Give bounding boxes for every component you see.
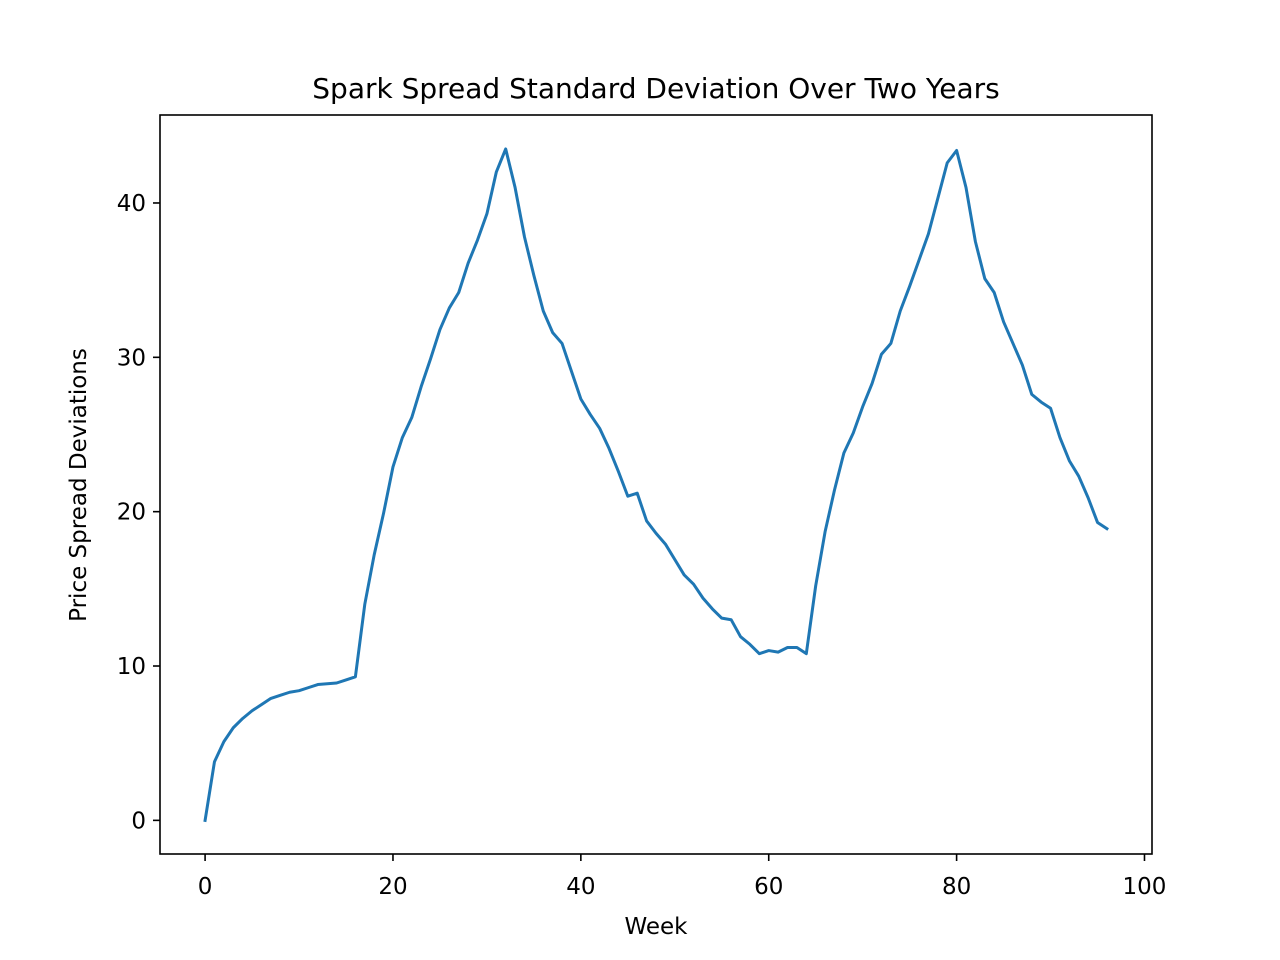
x-tick-label: 40 (566, 874, 595, 900)
y-tick-label: 30 (117, 345, 146, 371)
x-tick-label: 100 (1123, 874, 1167, 900)
plot-area: 0 20 40 60 80 100 0 10 20 30 40 (117, 114, 1167, 900)
x-tick-label: 0 (198, 874, 213, 900)
x-tick-label: 80 (942, 874, 971, 900)
x-axis: 0 20 40 60 80 100 (198, 854, 1167, 900)
x-axis-label: Week (624, 914, 688, 940)
series-line (203, 147, 1109, 823)
y-axis-label: Price Spread Deviations (66, 348, 92, 622)
y-tick-label: 10 (117, 654, 146, 680)
y-tick-label: 0 (131, 808, 146, 834)
plot-frame (159, 114, 1153, 855)
y-axis: 0 10 20 30 40 (117, 191, 160, 834)
y-tick-label: 40 (117, 191, 146, 217)
plot-background (160, 115, 1152, 854)
x-tick-label: 60 (754, 874, 783, 900)
y-tick-label: 20 (117, 500, 146, 526)
chart-title: Spark Spread Standard Deviation Over Two… (312, 72, 999, 105)
x-tick-label: 20 (378, 874, 407, 900)
